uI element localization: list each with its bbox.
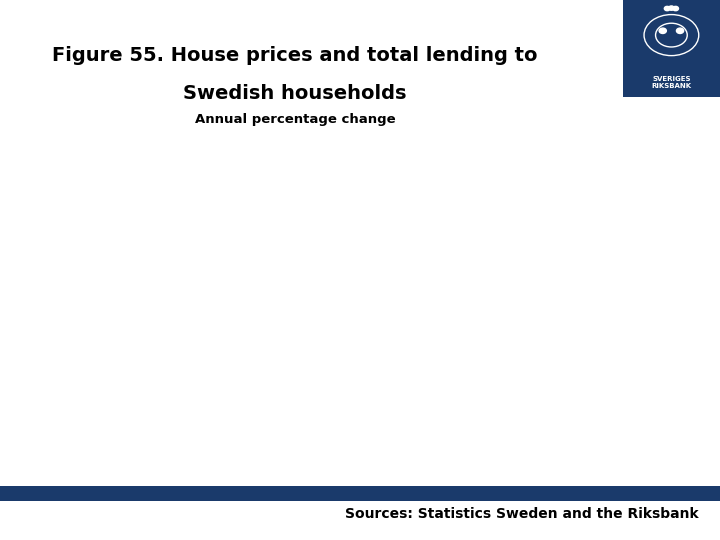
Text: Figure 55. House prices and total lending to: Figure 55. House prices and total lendin… — [53, 46, 538, 65]
Text: Swedish households: Swedish households — [184, 84, 407, 103]
Text: SVERIGES
RIKSBANK: SVERIGES RIKSBANK — [652, 76, 691, 89]
Bar — [623, 0, 720, 97]
Text: Annual percentage change: Annual percentage change — [195, 113, 395, 126]
Text: Sources: Statistics Sweden and the Riksbank: Sources: Statistics Sweden and the Riksb… — [345, 507, 698, 521]
Circle shape — [677, 28, 684, 33]
Circle shape — [660, 28, 667, 33]
Circle shape — [672, 6, 678, 11]
Bar — [0, 486, 720, 501]
Circle shape — [668, 6, 674, 10]
Circle shape — [665, 6, 670, 11]
